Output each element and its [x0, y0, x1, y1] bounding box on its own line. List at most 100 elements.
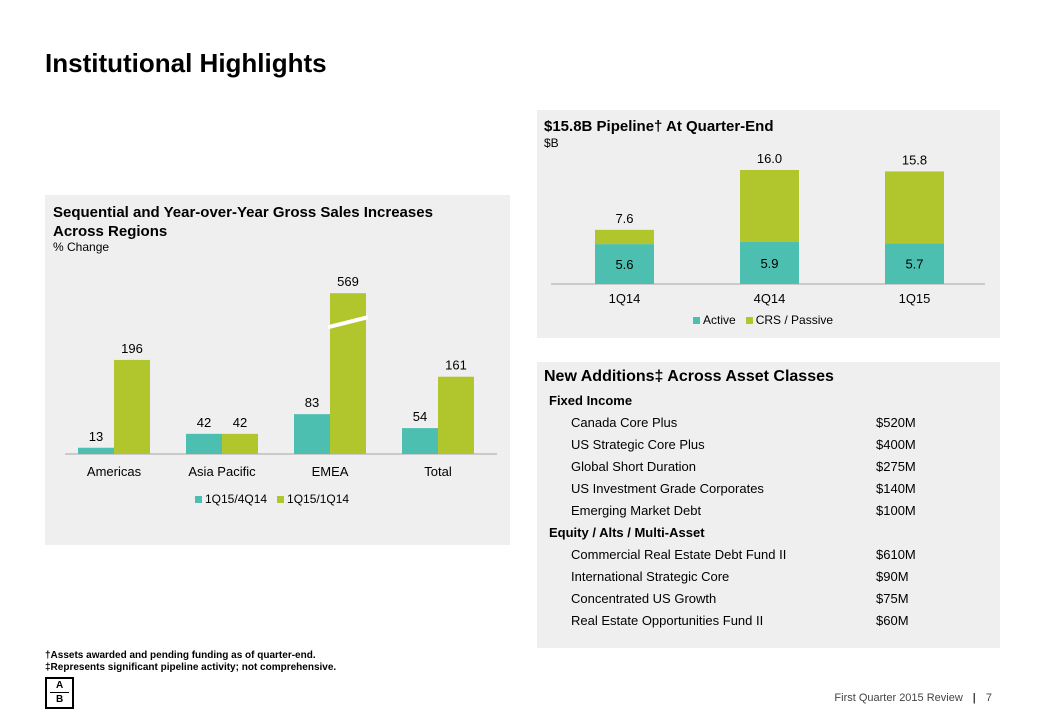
additions-item-label: Emerging Market Debt [571, 503, 702, 518]
footnote-dagger: †Assets awarded and pending funding as o… [45, 650, 316, 661]
regional-category-label-2: EMEA [312, 464, 349, 479]
additions-item-amount: $140M [876, 481, 916, 496]
pipeline-legend-item-1: CRS / Passive [745, 313, 834, 327]
additions-category-row: Equity / Alts / Multi-Asset [549, 522, 979, 544]
regional-bar-2-0 [294, 414, 330, 454]
additions-title: New Additions‡ Across Asset Classes [544, 368, 834, 385]
additions-item-amount: $275M [876, 459, 916, 474]
regional-bar-3-0 [402, 428, 438, 454]
pipeline-title: $15.8B Pipeline† At Quarter-End [544, 118, 774, 135]
additions-row: Canada Core Plus $520M [549, 412, 979, 434]
page-title: Institutional Highlights [45, 48, 327, 78]
additions-item-label: Commercial Real Estate Debt Fund II [571, 547, 787, 562]
regional-legend-item-0: 1Q15/4Q14 [195, 492, 267, 506]
additions-item-label: Real Estate Opportunities Fund II [571, 613, 764, 628]
pipeline-legend-swatch-1 [745, 317, 753, 325]
additions-item-amount: $75M [876, 591, 909, 606]
page-number: 7 [985, 692, 992, 704]
pipeline-category-label-2: 1Q15 [899, 291, 931, 306]
additions-item-label: US Investment Grade Corporates [571, 481, 764, 496]
pipeline-panel: $15.8B Pipeline† At Quarter-End $B 5.6 7.… [537, 110, 1000, 338]
regional-value-label-1-1: 42 [233, 415, 247, 430]
additions-row: Global Short Duration $275M [549, 456, 979, 478]
pipeline-bar-2-1 [885, 171, 944, 244]
regional-category-label-0: Americas [87, 464, 142, 479]
logo-letter-a: A [56, 680, 64, 691]
regional-bar-1-1 [222, 433, 258, 454]
additions-category-label: Fixed Income [549, 393, 633, 408]
pipeline-legend-swatch-0 [693, 317, 700, 325]
pipeline-subtitle: $B [544, 136, 559, 150]
additions-row: International Strategic Core $90M [549, 566, 979, 588]
additions-item-label: Concentrated US Growth [571, 591, 717, 606]
pipeline-legend: Active CRS / Passive [693, 313, 833, 327]
regional-value-label-0-1: 196 [121, 341, 143, 356]
additions-item-label: US Strategic Core Plus [571, 437, 705, 452]
pipeline-segment-label-2: 5.7 [905, 257, 923, 272]
pipeline-legend-label-1: CRS / Passive [755, 313, 834, 327]
pipeline-legend-item-0: Active [693, 313, 736, 327]
regional-sales-chart: 13 196 Americas 42 42 Asia Pacific 83 569 EMEA 54… [65, 274, 497, 479]
additions-row: US Strategic Core Plus $400M [549, 434, 979, 456]
additions-item-amount: $610M [876, 547, 916, 562]
pipeline-bar-0-1 [595, 229, 654, 245]
footer-separator: | [972, 692, 976, 704]
pipeline-bar-2-0 [885, 243, 944, 284]
regional-value-label-0-0: 13 [89, 429, 103, 444]
pipeline-bar-1-1 [740, 170, 799, 242]
additions-table: Fixed Income Canada Core Plus $520M US Stra… [549, 390, 979, 632]
pipeline-segment-label-1: 5.9 [760, 256, 778, 271]
footnote-double-dagger: ‡Represents significant pipeline activit… [45, 662, 337, 673]
regional-sales-title: Sequential and Year-over-Year Gross Sale… [53, 203, 433, 241]
regional-axis-break-2-1 [327, 315, 369, 330]
regional-legend-swatch-1 [277, 496, 285, 504]
regional-sales-subtitle: % Change [53, 240, 110, 254]
logo-letter-b: B [56, 694, 64, 705]
additions-row: US Investment Grade Corporates $140M [549, 478, 979, 500]
additions-item-label: Canada Core Plus [571, 415, 678, 430]
pipeline-total-label-2: 15.8 [902, 152, 927, 167]
regional-legend-label-1: 1Q15/1Q14 [287, 492, 350, 506]
pipeline-total-label-0: 7.6 [615, 211, 633, 226]
additions-category-row: Fixed Income [549, 390, 979, 412]
pipeline-bar-0-0 [595, 244, 654, 284]
logo-divider [50, 692, 69, 693]
additions-row: Emerging Market Debt $100M [549, 500, 979, 522]
regional-sales-legend: 1Q15/4Q14 1Q15/1Q14 [195, 492, 349, 506]
additions-item-amount: $100M [876, 503, 916, 518]
regional-value-label-2-0: 83 [305, 395, 319, 410]
regional-value-label-1-0: 42 [197, 415, 211, 430]
regional-legend-item-1: 1Q15/1Q14 [277, 492, 349, 506]
additions-item-label: Global Short Duration [571, 459, 697, 474]
additions-category-label: Equity / Alts / Multi-Asset [549, 525, 705, 540]
additions-row: Commercial Real Estate Debt Fund II $610M [549, 544, 979, 566]
pipeline-legend-label-0: Active [703, 313, 736, 327]
pipeline-total-label-1: 16.0 [757, 151, 782, 166]
regional-category-label-3: Total [424, 464, 452, 479]
regional-bar-0-0 [78, 447, 114, 454]
additions-row: Concentrated US Growth $75M [549, 588, 979, 610]
pipeline-category-label-1: 4Q14 [754, 291, 786, 306]
regional-legend-swatch-0 [195, 496, 202, 504]
additions-row: Real Estate Opportunities Fund II $60M [549, 610, 979, 632]
regional-sales-title-line1: Sequential and Year-over-Year Gross Sale… [53, 204, 433, 221]
footnotes: †Assets awarded and pending funding as o… [45, 650, 336, 674]
pipeline-chart: 5.6 7.6 1Q14 5.9 16.0 4Q14 5.7 15.8 1Q15 [551, 151, 985, 306]
additions-item-amount: $520M [876, 415, 916, 430]
regional-sales-title-line2: Across Regions [53, 223, 168, 240]
regional-sales-panel: Sequential and Year-over-Year Gross Sale… [45, 195, 510, 545]
page-footer: First Quarter 2015 Review | 7 [834, 692, 992, 704]
additions-item-label: International Strategic Core [571, 569, 730, 584]
regional-bar-1-0 [186, 433, 222, 454]
regional-legend-label-0: 1Q15/4Q14 [205, 492, 268, 506]
pipeline-bar-1-0 [740, 241, 799, 284]
regional-value-label-2-1: 569 [337, 274, 359, 289]
pipeline-segment-label-0: 5.6 [615, 257, 633, 272]
ab-logo: A B [45, 677, 74, 709]
additions-panel: New Additions‡ Across Asset Classes [537, 362, 1000, 648]
footer-text: First Quarter 2015 Review [834, 692, 963, 704]
regional-bar-0-1 [114, 359, 150, 454]
additions-item-amount: $60M [876, 613, 909, 628]
additions-item-amount: $90M [876, 569, 909, 584]
pipeline-category-label-0: 1Q14 [609, 291, 641, 306]
